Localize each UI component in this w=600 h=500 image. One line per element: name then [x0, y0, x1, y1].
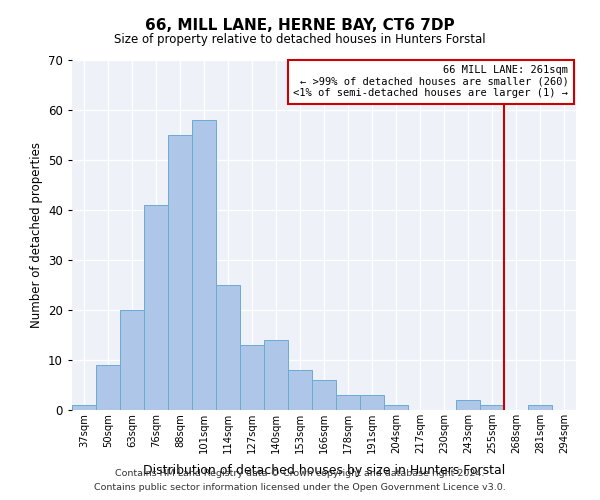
Bar [288, 370, 312, 410]
Text: 66 MILL LANE: 261sqm
← >99% of detached houses are smaller (260)
<1% of semi-det: 66 MILL LANE: 261sqm ← >99% of detached … [293, 66, 568, 98]
Bar [96, 365, 120, 410]
X-axis label: Distribution of detached houses by size in Hunters Forstal: Distribution of detached houses by size … [143, 464, 505, 477]
Bar [480, 405, 504, 410]
Text: Size of property relative to detached houses in Hunters Forstal: Size of property relative to detached ho… [114, 32, 486, 46]
Bar [456, 400, 480, 410]
Bar [384, 405, 408, 410]
Text: Contains public sector information licensed under the Open Government Licence v3: Contains public sector information licen… [94, 484, 506, 492]
Bar [336, 395, 360, 410]
Bar [528, 405, 552, 410]
Bar [192, 120, 216, 410]
Bar [360, 395, 384, 410]
Y-axis label: Number of detached properties: Number of detached properties [29, 142, 43, 328]
Bar [144, 205, 168, 410]
Bar [72, 405, 96, 410]
Bar [312, 380, 336, 410]
Text: 66, MILL LANE, HERNE BAY, CT6 7DP: 66, MILL LANE, HERNE BAY, CT6 7DP [145, 18, 455, 32]
Bar [120, 310, 144, 410]
Bar [168, 135, 192, 410]
Bar [264, 340, 288, 410]
Text: Contains HM Land Registry data © Crown copyright and database right 2024.: Contains HM Land Registry data © Crown c… [115, 468, 485, 477]
Bar [216, 285, 240, 410]
Bar [240, 345, 264, 410]
